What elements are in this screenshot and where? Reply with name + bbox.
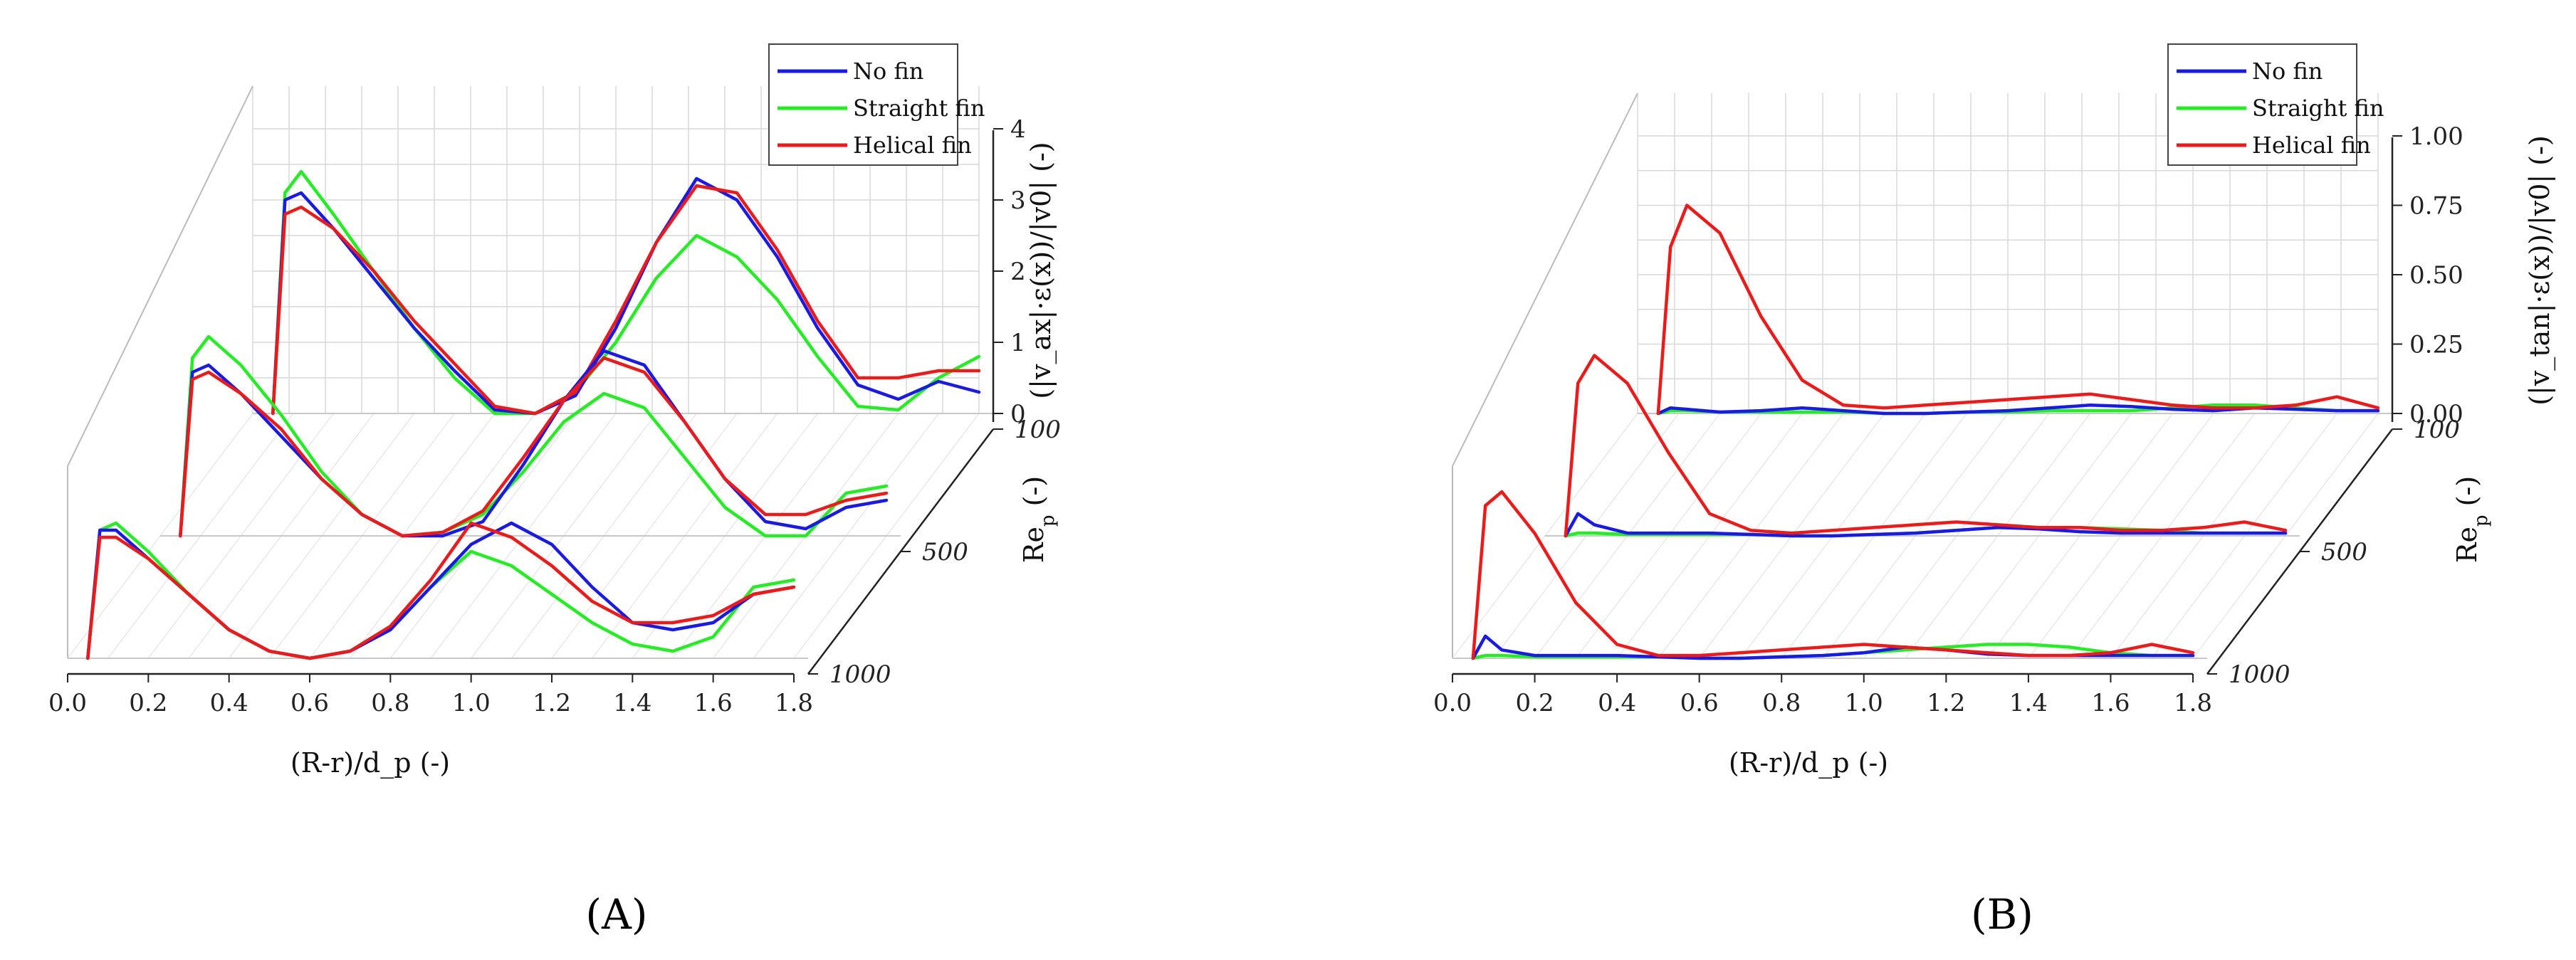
re-level-500-group [1564,354,2288,538]
y-tick-label: 0.25 [2409,331,2464,359]
panel-a-x-axis-label: (R-r)/d_p (-) [290,747,450,779]
panel-b-label: (B) [1971,890,2033,939]
y-tick-label: 1 [1010,329,1026,357]
wall-edge-top [67,85,253,467]
y-tick-label: 0 [1010,400,1026,428]
x-tick-label: 1.8 [775,689,813,717]
x-tick-label: 1.4 [613,689,651,717]
x-tick-label: 1.8 [2174,689,2212,717]
re-level-1000-group [1471,490,2195,660]
legend: No fin Straight fin Helical fin [768,43,985,166]
x-tick-label: 0.4 [1598,689,1636,717]
x-tick-label: 0.0 [1433,689,1472,717]
y-tick-label: 0.50 [2409,261,2464,290]
y-tick-label: 1.00 [2409,122,2464,151]
series-line-helical-fin-re-100 [1656,204,2380,416]
x-tick-label: 1.0 [452,689,491,717]
x-tick-label: 1.2 [1927,689,1965,717]
legend-label: Straight fin [853,95,985,122]
x-tick-label: 0.6 [290,689,329,717]
re-tick-label: 100 [2414,416,2460,444]
y-tick-label: 0.00 [2409,400,2464,428]
re-tick-label: 1000 [829,660,891,689]
re-tick-label: 1000 [2229,660,2290,689]
panel-b-x-axis-label: (R-r)/d_p (-) [1729,747,1888,779]
panel-b-re-axis-label: Rep (-) [2451,476,2492,563]
series-line-helical-fin-re-1000 [1471,490,2195,660]
x-tick-label: 0.8 [1762,689,1801,717]
x-tick-label: 1.4 [2009,689,2048,717]
x-tick-label: 0.2 [129,689,167,717]
x-tick-label: 0.6 [1680,689,1719,717]
x-tick-label: 0.0 [48,689,87,717]
legend-label: No fin [2252,58,2323,85]
legend: No fin Straight fin Helical fin [2167,43,2384,166]
y-tick-label: 4 [1010,115,1026,144]
x-tick-label: 0.8 [371,689,409,717]
panel-a-y-axis-label: (|v_ax|·ε(x))/|v0| (-) [1025,142,1057,399]
series-line-no-fin-re-500 [1564,512,2288,538]
y-tick-label: 0.75 [2409,192,2464,221]
series-line-helical-fin-re-500 [179,356,889,538]
re-tick-label: 500 [2321,538,2367,566]
panel-a-label: (A) [585,890,647,939]
x-tick-label: 0.4 [210,689,248,717]
x-tick-label: 1.6 [694,689,733,717]
legend-label: Straight fin [2252,95,2384,122]
x-tick-label: 1.2 [533,689,571,717]
panel-b-y-axis-label: (|v_tan|·ε(x))/|v0| (-) [2524,135,2556,406]
y-tick-label: 3 [1010,186,1026,215]
re-level-100-group [271,169,981,416]
wall-edge-top [1452,93,1638,467]
re-level-1000-group [86,521,796,660]
legend-label: Helical fin [853,132,972,159]
panel-a-chart: 0.0 0.2 0.4 0.6 0.8 1.0 1.2 1.4 1.6 1.8 100 500 1000… [48,43,1061,717]
x-tick-label: 0.2 [1516,689,1554,717]
legend-label: No fin [853,58,923,85]
series-line-helical-fin-re-500 [1564,354,2288,538]
re-tick-label: 100 [1015,416,1061,444]
re-tick-label: 500 [922,538,968,566]
x-tick-label: 1.6 [2091,689,2130,717]
y-tick-label: 2 [1010,258,1026,286]
panel-b-chart: 0.0 0.2 0.4 0.6 0.8 1.0 1.2 1.4 1.6 1.8 100 500 1000… [1433,43,2464,717]
back-wall-grid [1637,93,2379,414]
series-line-helical-fin-re-1000 [86,521,796,660]
re-level-100-group [1656,204,2380,416]
series-line-helical-fin-re-100 [271,184,981,416]
panel-a-re-axis-label: Rep (-) [1018,476,1059,563]
legend-label: Helical fin [2252,132,2371,159]
x-tick-label: 1.0 [1845,689,1883,717]
re-level-500-group [179,334,889,538]
